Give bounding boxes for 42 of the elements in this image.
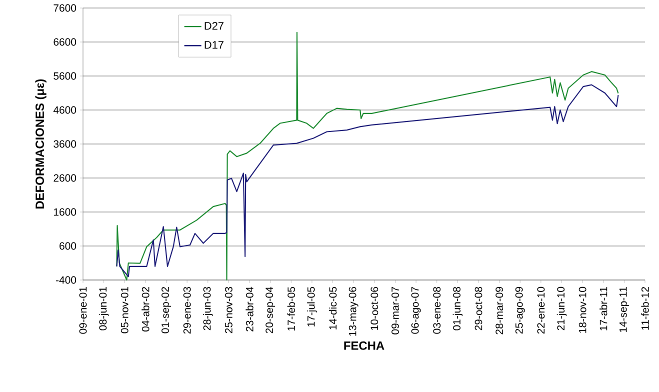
y-tick-label: 3600 bbox=[54, 140, 76, 148]
x-tick-label: 25-ago-09 bbox=[515, 287, 525, 334]
x-tick-label: 14-sep-11 bbox=[620, 287, 629, 332]
y-tick-label: 600 bbox=[60, 242, 76, 250]
x-tick-label: 25-nov-03 bbox=[225, 286, 232, 334]
y-tick-label: 5600 bbox=[54, 72, 76, 80]
x-tick-label: 29-ene-03 bbox=[183, 286, 191, 334]
x-tick-label: 10-oct-06 bbox=[370, 286, 378, 330]
x-tick-label: 06-ago-07 bbox=[411, 287, 421, 334]
line-series bbox=[116, 32, 619, 281]
legend-label: D17 bbox=[204, 41, 224, 49]
x-tick-label: 09-mar-07 bbox=[392, 287, 399, 334]
x-tick-label: 17-feb-05 bbox=[287, 286, 295, 330]
x-tick-label: 05-nov-01 bbox=[120, 287, 128, 334]
x-tick-label: 28-jun-03 bbox=[203, 286, 213, 330]
x-tick-label: 09-ene-01 bbox=[79, 287, 87, 334]
x-tick-label: 13-may-06 bbox=[348, 286, 358, 336]
x-tick-label: 03-ene-08 bbox=[433, 286, 441, 334]
y-tick-label: 2600 bbox=[54, 174, 76, 182]
y-tick-label: -400 bbox=[56, 276, 76, 284]
x-tick-label: 18-nov-10 bbox=[578, 286, 586, 333]
legend-label: D27 bbox=[204, 22, 224, 30]
x-tick-label: 23-abr-04 bbox=[246, 286, 254, 332]
x-tick-label: 14-dic-05 bbox=[328, 286, 337, 330]
x-tick-label: 11-feb-12 bbox=[641, 287, 649, 330]
x-tick-label: 22-ene-10 bbox=[537, 286, 545, 334]
x-tick-label: 01-sep-02 bbox=[162, 287, 171, 334]
x-tick-label: 17-abr-11 bbox=[600, 287, 608, 330]
x-tick-label: 17-jul-05 bbox=[307, 286, 317, 326]
y-tick-label: 1600 bbox=[54, 208, 76, 216]
y-tick-label: 4600 bbox=[53, 106, 76, 114]
x-tick-label: 08-jun-01 bbox=[98, 287, 109, 330]
x-tick-label: 21-jun-10 bbox=[556, 286, 567, 330]
x-tick-label: 29-oct-08 bbox=[474, 286, 482, 330]
x-tick-label: 28-mar-09 bbox=[496, 287, 504, 334]
x-tick-label: 20-sep-04 bbox=[266, 286, 276, 334]
y-tick-label: 7600 bbox=[54, 4, 76, 12]
y-axis-title: DEFORMACIONES (με) bbox=[35, 79, 46, 208]
y-tick-label: 6600 bbox=[54, 38, 76, 46]
x-tick-label: 04-abr-02 bbox=[142, 287, 150, 332]
x-axis-title: FECHA bbox=[344, 341, 384, 350]
x-tick-label: 01-jun-08 bbox=[452, 286, 463, 330]
